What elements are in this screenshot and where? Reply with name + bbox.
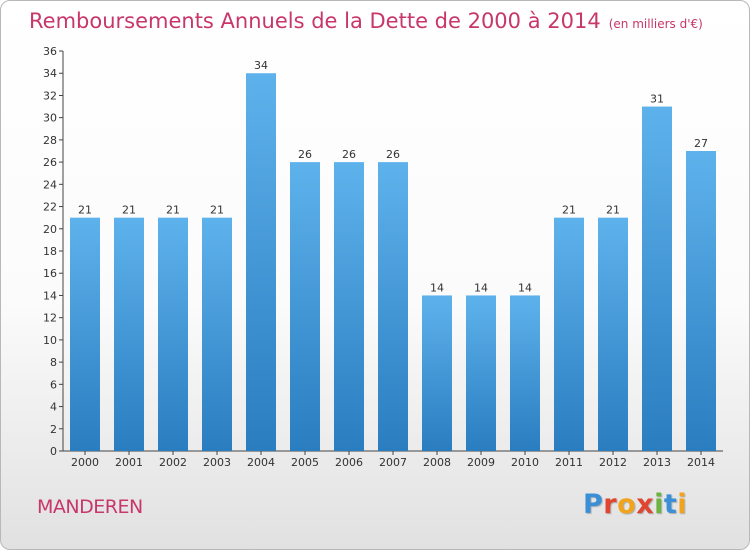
logo-letter: o: [617, 489, 637, 520]
y-tick-label: 4: [50, 401, 57, 414]
proxiti-logo[interactable]: Proxiti: [583, 489, 687, 520]
y-tick-label: 0: [50, 445, 57, 458]
logo-letter: t: [663, 489, 678, 520]
bar-value-label: 31: [650, 93, 664, 106]
bar: [598, 217, 628, 451]
logo-letter: i: [654, 489, 664, 520]
y-tick-label: 36: [43, 45, 57, 58]
x-tick-label: 2000: [71, 456, 99, 469]
x-tick-label: 2009: [467, 456, 495, 469]
bar-value-label: 26: [342, 148, 356, 161]
x-tick-label: 2012: [599, 456, 627, 469]
logo-letter: x: [636, 489, 655, 520]
bar-value-label: 14: [474, 281, 488, 294]
y-tick-label: 6: [50, 378, 57, 391]
x-tick-label: 2010: [511, 456, 539, 469]
bar: [510, 295, 540, 451]
bar: [378, 162, 408, 451]
y-tick-label: 28: [43, 134, 57, 147]
bar-value-label: 21: [166, 204, 180, 217]
y-tick-label: 26: [43, 156, 57, 169]
y-tick-label: 18: [43, 245, 57, 258]
bar-value-label: 21: [78, 204, 92, 217]
x-tick-label: 2006: [335, 456, 363, 469]
labels: 21 2000 21 2001 21 2002 21 2003 34 2004 26 2005 26 20…: [71, 59, 715, 469]
x-tick-label: 2014: [687, 456, 715, 469]
y-tick-label: 2: [50, 423, 57, 436]
y-tick-label: 20: [43, 223, 57, 236]
x-tick-label: 2011: [555, 456, 583, 469]
x-tick-label: 2008: [423, 456, 451, 469]
chart-title: Remboursements Annuels de la Dette de 20…: [29, 9, 601, 33]
y-tick-label: 10: [43, 334, 57, 347]
bar-value-label: 21: [606, 204, 620, 217]
y-tick-label: 22: [43, 201, 57, 214]
bar-value-label: 26: [386, 148, 400, 161]
bar-value-label: 21: [210, 204, 224, 217]
bar: [686, 151, 716, 451]
logo-letter: P: [583, 489, 604, 520]
y-tick-label: 30: [43, 112, 57, 125]
x-tick-label: 2004: [247, 456, 275, 469]
bar: [202, 217, 232, 451]
x-tick-label: 2002: [159, 456, 187, 469]
bar: [642, 106, 672, 452]
logo-letter: r: [603, 489, 618, 520]
y-tick-label: 16: [43, 267, 57, 280]
x-tick-label: 2001: [115, 456, 143, 469]
bar: [70, 217, 100, 451]
bar: [554, 217, 584, 451]
bar-value-label: 34: [254, 59, 268, 72]
bar: [334, 162, 364, 451]
y-tick-label: 8: [50, 356, 57, 369]
y-tick-label: 32: [43, 89, 57, 102]
y-tick-label: 34: [43, 67, 57, 80]
x-tick-label: 2013: [643, 456, 671, 469]
logo-letter: i: [677, 489, 688, 520]
bar: [158, 217, 188, 451]
chart-unit: (en milliers d'€): [608, 17, 703, 31]
bar-value-label: 14: [430, 281, 444, 294]
bar: [466, 295, 496, 451]
chart-title-block: Remboursements Annuels de la Dette de 20…: [29, 9, 703, 33]
y-tick-label: 24: [43, 178, 57, 191]
y-tick-label: 14: [43, 289, 57, 302]
bars: [70, 73, 716, 452]
x-tick-label: 2003: [203, 456, 231, 469]
x-tick-label: 2005: [291, 456, 319, 469]
bar-value-label: 21: [562, 204, 576, 217]
commune-name: MANDEREN: [37, 496, 143, 518]
bar-value-label: 26: [298, 148, 312, 161]
bar: [422, 295, 452, 451]
bar: [114, 217, 144, 451]
bar-value-label: 21: [122, 204, 136, 217]
x-tick-label: 2007: [379, 456, 407, 469]
y-tick-label: 12: [43, 312, 57, 325]
bar: [246, 73, 276, 451]
bar-value-label: 14: [518, 281, 532, 294]
bar-value-label: 27: [694, 137, 708, 150]
bar: [290, 162, 320, 451]
